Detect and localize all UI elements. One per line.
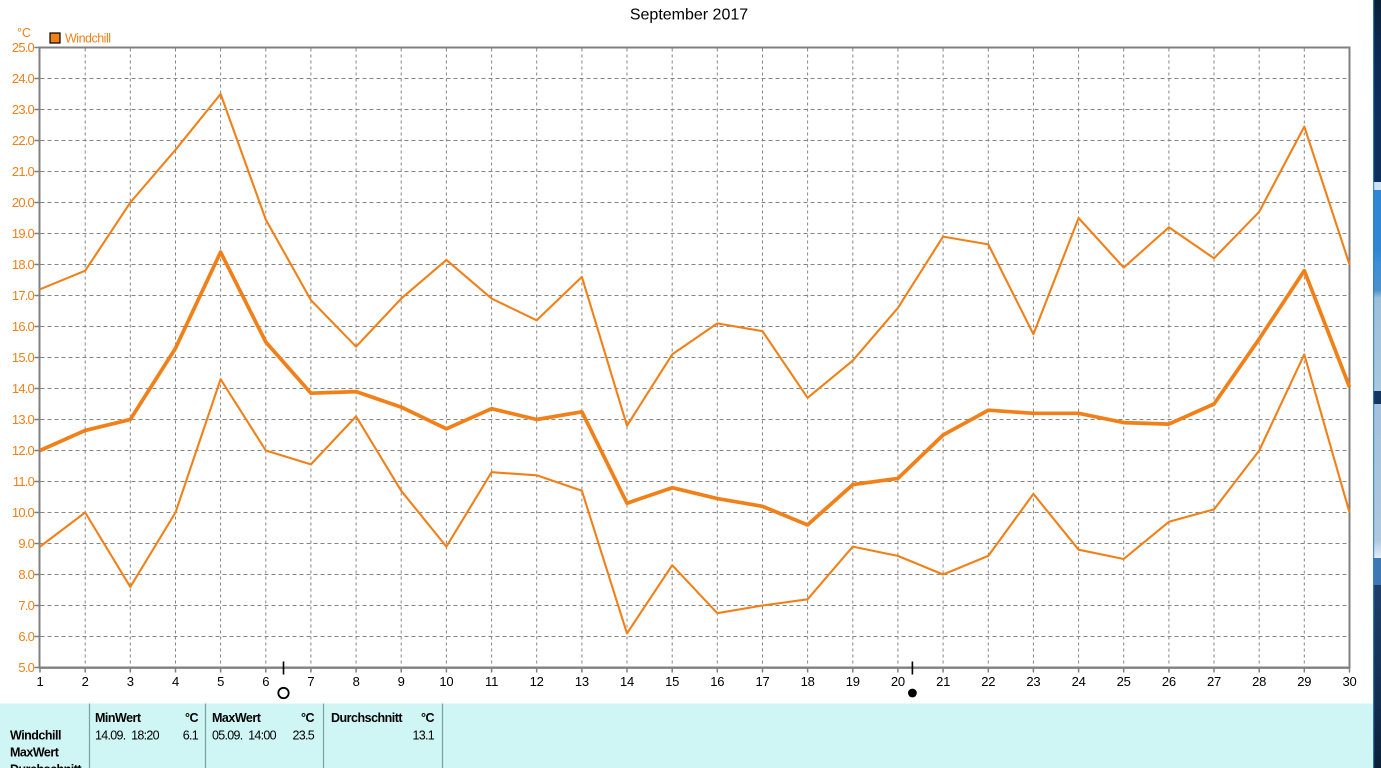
- svg-text:13.1: 13.1: [412, 729, 434, 743]
- svg-text:14.0: 14.0: [12, 381, 35, 396]
- svg-text:15: 15: [665, 674, 679, 689]
- svg-text:2: 2: [82, 674, 89, 689]
- svg-text:27: 27: [1207, 674, 1221, 689]
- svg-text:13.0: 13.0: [12, 412, 35, 427]
- svg-text:9: 9: [398, 674, 405, 689]
- svg-text:12.0: 12.0: [12, 443, 35, 458]
- svg-text:8: 8: [353, 674, 360, 689]
- svg-text:19.0: 19.0: [12, 226, 35, 241]
- svg-text:11.0: 11.0: [13, 474, 35, 489]
- svg-text:22: 22: [981, 674, 995, 689]
- svg-text:9.0: 9.0: [18, 536, 34, 551]
- svg-text:17.0: 17.0: [12, 288, 35, 303]
- svg-text:15.0: 15.0: [12, 350, 35, 365]
- svg-text:Durchschnitt: Durchschnitt: [331, 711, 403, 725]
- svg-text:3: 3: [127, 674, 134, 689]
- svg-text:7.0: 7.0: [18, 598, 34, 613]
- svg-text:13: 13: [575, 674, 589, 689]
- svg-text:17: 17: [755, 674, 769, 689]
- svg-text:MinWert: MinWert: [95, 711, 142, 725]
- svg-text:28: 28: [1252, 674, 1266, 689]
- svg-text:22.0: 22.0: [12, 133, 35, 148]
- svg-text:10: 10: [439, 674, 453, 689]
- svg-text:29: 29: [1297, 674, 1311, 689]
- svg-text:11: 11: [485, 674, 498, 689]
- svg-text:September 2017: September 2017: [630, 7, 748, 24]
- svg-text:30: 30: [1342, 674, 1356, 689]
- svg-text:Windchill: Windchill: [10, 729, 61, 743]
- svg-text:12: 12: [530, 674, 544, 689]
- svg-text:20: 20: [891, 674, 905, 689]
- svg-text:26: 26: [1162, 674, 1176, 689]
- svg-text:°C: °C: [421, 711, 434, 725]
- svg-text:14: 14: [620, 674, 634, 689]
- svg-text:Windchill: Windchill: [65, 32, 111, 46]
- svg-text:21: 21: [936, 674, 950, 689]
- svg-text:05.09. 14:00: 05.09. 14:00: [212, 729, 277, 743]
- svg-text:25: 25: [1117, 674, 1131, 689]
- svg-text:Durchschnitt: Durchschnitt: [10, 763, 82, 768]
- svg-text:6.1: 6.1: [183, 729, 199, 743]
- svg-text:°C: °C: [17, 26, 31, 40]
- svg-text:°C: °C: [185, 711, 198, 725]
- svg-text:8.0: 8.0: [18, 567, 34, 582]
- svg-text:7: 7: [307, 674, 314, 689]
- svg-text:18: 18: [801, 674, 815, 689]
- svg-text:6: 6: [262, 674, 269, 689]
- svg-text:23.0: 23.0: [12, 102, 35, 117]
- svg-text:25.0: 25.0: [12, 40, 35, 55]
- svg-text:19: 19: [846, 674, 860, 689]
- svg-text:16.0: 16.0: [12, 319, 35, 334]
- svg-text:21.0: 21.0: [12, 164, 35, 179]
- svg-text:1: 1: [36, 674, 43, 689]
- svg-text:23.5: 23.5: [292, 729, 314, 743]
- svg-text:23: 23: [1026, 674, 1040, 689]
- svg-text:14.09. 18:20: 14.09. 18:20: [95, 729, 160, 743]
- svg-text:4: 4: [172, 674, 179, 689]
- svg-text:6.0: 6.0: [18, 629, 34, 644]
- svg-text:MaxWert: MaxWert: [212, 711, 262, 725]
- svg-text:5.0: 5.0: [18, 660, 34, 675]
- svg-text:°C: °C: [301, 711, 314, 725]
- svg-text:10.0: 10.0: [12, 505, 35, 520]
- svg-text:5: 5: [217, 674, 224, 689]
- svg-text:18.0: 18.0: [12, 257, 35, 272]
- svg-text:16: 16: [710, 674, 724, 689]
- svg-text:24.0: 24.0: [12, 71, 35, 86]
- svg-text:24: 24: [1072, 674, 1086, 689]
- svg-text:MaxWert: MaxWert: [10, 746, 60, 760]
- svg-text:20.0: 20.0: [12, 195, 35, 210]
